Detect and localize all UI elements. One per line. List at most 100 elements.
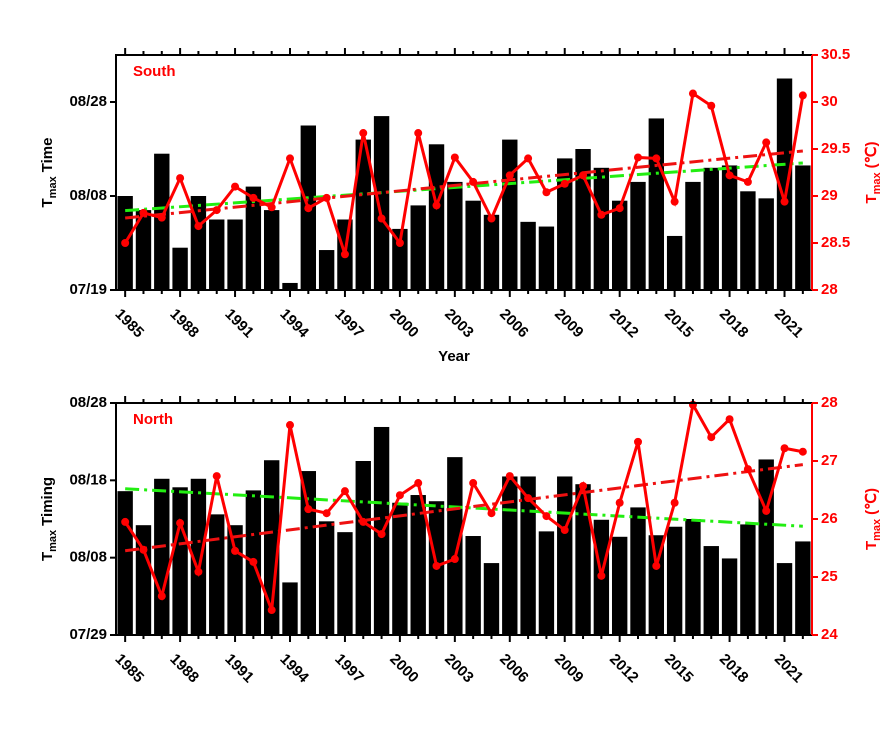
point: [524, 154, 533, 163]
bar: [209, 514, 225, 635]
x-tick-label: 2018: [716, 306, 752, 342]
bar: [611, 536, 628, 635]
bar: [721, 558, 738, 635]
y2-tick-label: 30.5: [821, 46, 850, 63]
point: [469, 479, 478, 488]
point: [780, 197, 789, 206]
point: [212, 206, 221, 215]
point: [798, 91, 807, 100]
x-tick-label: 1997: [331, 651, 367, 687]
x-tick-label: 2009: [551, 651, 587, 687]
point: [267, 203, 276, 212]
bar: [209, 219, 225, 290]
point: [743, 465, 752, 474]
bar: [447, 181, 463, 290]
point: [670, 197, 679, 206]
panel-title: North: [133, 411, 173, 428]
y2-tick-label: 30: [821, 93, 838, 110]
bar: [758, 459, 774, 635]
point: [542, 188, 551, 197]
bar: [483, 563, 500, 635]
bar: [227, 219, 243, 290]
point: [743, 177, 752, 186]
point: [322, 509, 331, 518]
point: [798, 447, 807, 456]
bar: [337, 532, 353, 635]
bar: [721, 165, 738, 290]
point: [231, 546, 240, 555]
x-tick-label: 2012: [606, 651, 642, 687]
bar: [355, 461, 371, 635]
bar: [685, 181, 701, 290]
y2-tick-label: 25: [821, 568, 838, 585]
bar: [630, 181, 646, 290]
y2-tick-label: 29.5: [821, 140, 850, 157]
bar: [172, 487, 188, 635]
y2-tick-label: 28.5: [821, 234, 850, 251]
x-tick-label: 1985: [112, 651, 148, 687]
bar: [410, 205, 426, 290]
point: [157, 592, 166, 601]
x-tick-label: 1991: [221, 651, 257, 687]
point: [762, 506, 771, 515]
bar: [795, 165, 811, 290]
point: [359, 517, 368, 526]
bar: [538, 531, 555, 635]
bar: [776, 78, 793, 290]
bar: [373, 116, 390, 290]
bar: [263, 210, 280, 290]
point: [139, 545, 148, 554]
y2-tick-label: 28: [821, 394, 838, 411]
bar: [611, 200, 628, 290]
point: [395, 239, 404, 247]
point: [725, 415, 734, 424]
bar: [520, 221, 536, 290]
point: [579, 481, 588, 490]
point: [560, 526, 569, 535]
bar: [447, 457, 463, 635]
bar: [172, 247, 188, 290]
x-tick-label: 1988: [166, 651, 202, 687]
y2-axis-title-sub: max: [871, 518, 883, 541]
bar: [154, 478, 170, 635]
point: [469, 177, 478, 186]
y2-tick-label: 24: [821, 626, 838, 643]
bar: [282, 282, 298, 290]
point: [304, 505, 313, 514]
trend-line: [125, 161, 803, 213]
point: [615, 498, 624, 507]
bar: [428, 144, 445, 290]
point: [652, 154, 661, 163]
point: [139, 208, 148, 217]
x-tick-label: 1988: [166, 306, 202, 342]
y-tick-label: 07/29: [69, 626, 107, 643]
trend-line: [124, 463, 804, 553]
point: [377, 530, 386, 539]
point: [560, 179, 569, 188]
point: [615, 204, 624, 213]
x-tick-label: 1985: [112, 306, 148, 342]
point: [377, 214, 386, 223]
point: [359, 129, 368, 138]
y2-tick-label: 28: [821, 281, 838, 298]
y-axis-title-sub: max: [47, 175, 59, 198]
point: [249, 557, 258, 566]
point: [121, 517, 130, 526]
y-tick-label: 08/18: [69, 471, 107, 488]
point: [249, 193, 258, 202]
bar: [538, 226, 555, 290]
bar: [282, 582, 298, 635]
point: [450, 153, 459, 162]
bar: [318, 521, 335, 635]
y2-axis-title-rest: (℃): [863, 141, 880, 168]
point: [286, 154, 294, 163]
x-tick-label: 2006: [496, 651, 532, 687]
point: [286, 421, 294, 430]
bar: [300, 471, 317, 635]
bar: [245, 186, 262, 290]
point: [505, 171, 514, 180]
point: [304, 204, 313, 213]
x-tick-label: 2009: [551, 306, 587, 342]
point: [340, 487, 349, 496]
